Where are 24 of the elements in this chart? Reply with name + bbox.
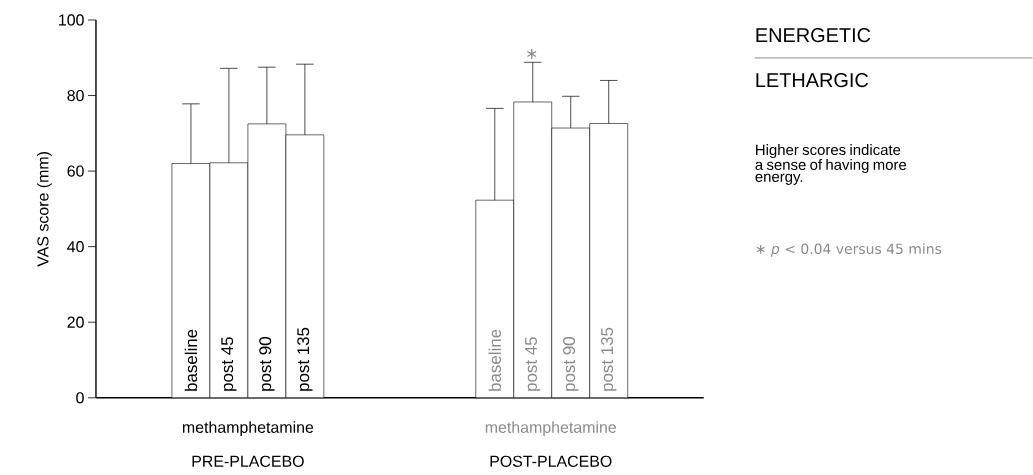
text: ENERGETIC — [756, 28, 871, 43]
x-tick-label: baseline — [184, 329, 198, 391]
text: Higher scores indicate a sense of having more energy. — [755, 144, 907, 186]
text: methamphetamine — [485, 421, 616, 437]
y-axis-title: VAS score (mm) — [36, 152, 52, 267]
x-tick-label: post 45 — [525, 337, 541, 391]
text: LETHARGIC — [756, 73, 869, 88]
x-tick-label: post 135 — [297, 327, 313, 391]
text: methamphetamine — [182, 421, 314, 437]
text: ∗ p < 0.04 versus 45 mins — [756, 243, 942, 257]
text: PRE-PLACEBO — [192, 455, 304, 468]
y-tick-label: 100 — [59, 14, 84, 26]
x-tick-label: post 45 — [221, 337, 237, 391]
text: POST-PLACEBO — [490, 455, 612, 468]
x-tick-label: post 90 — [563, 337, 579, 391]
y-tick-label: 80 — [67, 90, 84, 102]
y-tick-label: 20 — [67, 316, 84, 328]
y-tick-label: 60 — [67, 165, 84, 177]
x-tick-label: post 135 — [601, 327, 617, 391]
x-tick-label: post 90 — [259, 337, 275, 391]
y-tick-label: 40 — [67, 241, 84, 253]
x-tick-label: baseline — [488, 329, 501, 391]
annotation: ∗ — [527, 49, 537, 60]
y-tick-label: 0 — [76, 392, 84, 404]
